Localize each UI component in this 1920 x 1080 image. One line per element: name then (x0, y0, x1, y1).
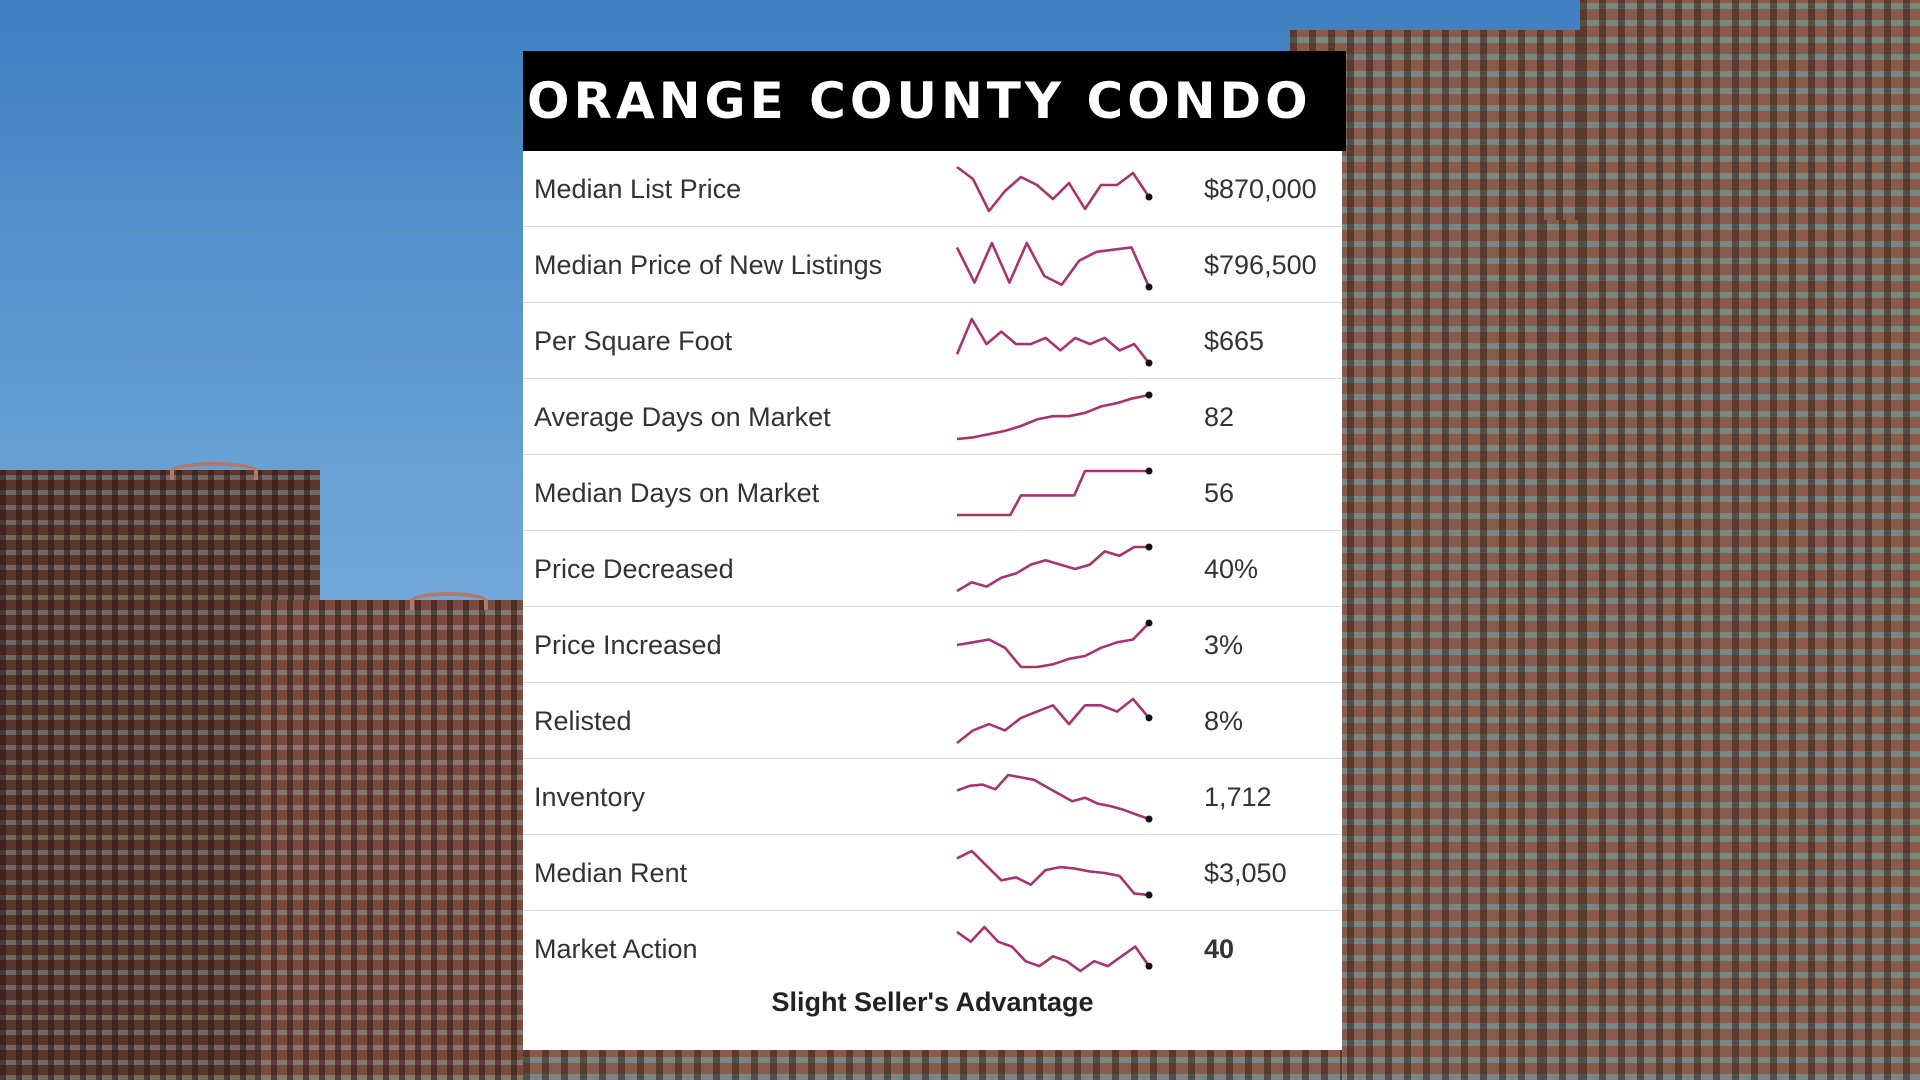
row-value: 8% (1204, 706, 1244, 736)
sparkline (956, 697, 1153, 745)
panel-title: ORANGE COUNTY CONDO (523, 51, 1346, 151)
sparkline-trend-line (956, 165, 1151, 213)
row-label: Per Square Foot (534, 326, 733, 356)
sparkline-endpoint (1145, 359, 1153, 367)
sparkline (956, 391, 1153, 441)
row-value: $665 (1204, 326, 1265, 356)
table-row: Median Price of New Listings $796,500 (523, 227, 1342, 303)
sparkline-trend-line (956, 393, 1150, 441)
building-roof-1 (170, 462, 258, 480)
sparkline-endpoint (1145, 815, 1153, 823)
sparkline-trend-line (956, 545, 1149, 593)
sparkline-endpoint (1145, 543, 1153, 551)
row-label: Average Days on Market (534, 402, 831, 432)
sparkline (955, 317, 1153, 367)
table-row: Median Rent $3,050 (523, 835, 1342, 911)
row-label: Median Days on Market (534, 478, 820, 508)
table-row: Price Increased 3% (523, 607, 1342, 683)
table-row: Inventory 1,712 (523, 759, 1342, 835)
sparkline-trend-line (956, 773, 1150, 821)
sparkline-endpoint (1145, 391, 1153, 399)
building-left-2 (255, 600, 523, 1080)
row-value: 82 (1204, 402, 1235, 432)
sparkline (957, 467, 1153, 517)
building-roof-2 (410, 592, 488, 610)
table-row: Market Action 40 (523, 911, 1342, 987)
row-label: Price Decreased (534, 554, 734, 584)
market-action-caption: Slight Seller's Advantage (771, 987, 1094, 1017)
building-bottom-center (523, 1050, 1342, 1080)
table-row: Median Days on Market 56 (523, 455, 1342, 531)
sparkline-endpoint (1145, 619, 1153, 627)
row-label: Median Price of New Listings (534, 250, 883, 280)
sparkline-endpoint (1145, 714, 1153, 722)
sparkline (956, 619, 1153, 669)
sparkline (956, 925, 1153, 973)
sparkline-trend-line (957, 469, 1149, 517)
building-right-3 (1580, 0, 1920, 1080)
sparkline (956, 773, 1153, 823)
row-value: 40 (1204, 934, 1235, 964)
sparkline-trend-line (955, 317, 1151, 364)
sparkline (956, 849, 1153, 899)
sparkline-endpoint (1145, 467, 1153, 475)
table-row: Relisted 8% (523, 683, 1342, 759)
table-row: Average Days on Market 82 (523, 379, 1342, 455)
row-value: 1,712 (1204, 782, 1272, 812)
sparkline-trend-line (956, 925, 1151, 973)
sparkline-trend-line (956, 849, 1150, 897)
row-label: Median List Price (534, 174, 742, 204)
row-label: Median Rent (534, 858, 688, 888)
sparkline-endpoint (1145, 962, 1153, 970)
sparkline-endpoint (1145, 891, 1153, 899)
sparkline-endpoint (1145, 193, 1153, 201)
sparkline-trend-line (956, 697, 1150, 745)
row-value: $3,050 (1204, 858, 1287, 888)
market-stats-panel: ORANGE COUNTY CONDO Median List Price $8… (523, 51, 1346, 1050)
row-label: Relisted (534, 706, 632, 736)
row-label: Inventory (534, 782, 646, 812)
stats-table: Median List Price $870,000 Median Price … (523, 151, 1342, 987)
row-label: Market Action (534, 934, 698, 964)
sparkline-endpoint (1145, 283, 1153, 291)
sparkline (956, 543, 1153, 593)
row-label: Price Increased (534, 630, 722, 660)
row-value: $870,000 (1204, 174, 1317, 204)
row-value: 3% (1204, 630, 1244, 660)
row-value: 40% (1204, 554, 1259, 584)
table-row: Per Square Foot $665 (523, 303, 1342, 379)
table-row: Price Decreased 40% (523, 531, 1342, 607)
row-value: 56 (1204, 478, 1235, 508)
sparkline (956, 165, 1153, 213)
table-row: Median List Price $870,000 (523, 151, 1342, 227)
row-value: $796,500 (1204, 250, 1317, 280)
sparkline-trend-line (955, 241, 1151, 288)
sparkline (955, 241, 1153, 291)
sparkline-trend-line (956, 622, 1150, 669)
